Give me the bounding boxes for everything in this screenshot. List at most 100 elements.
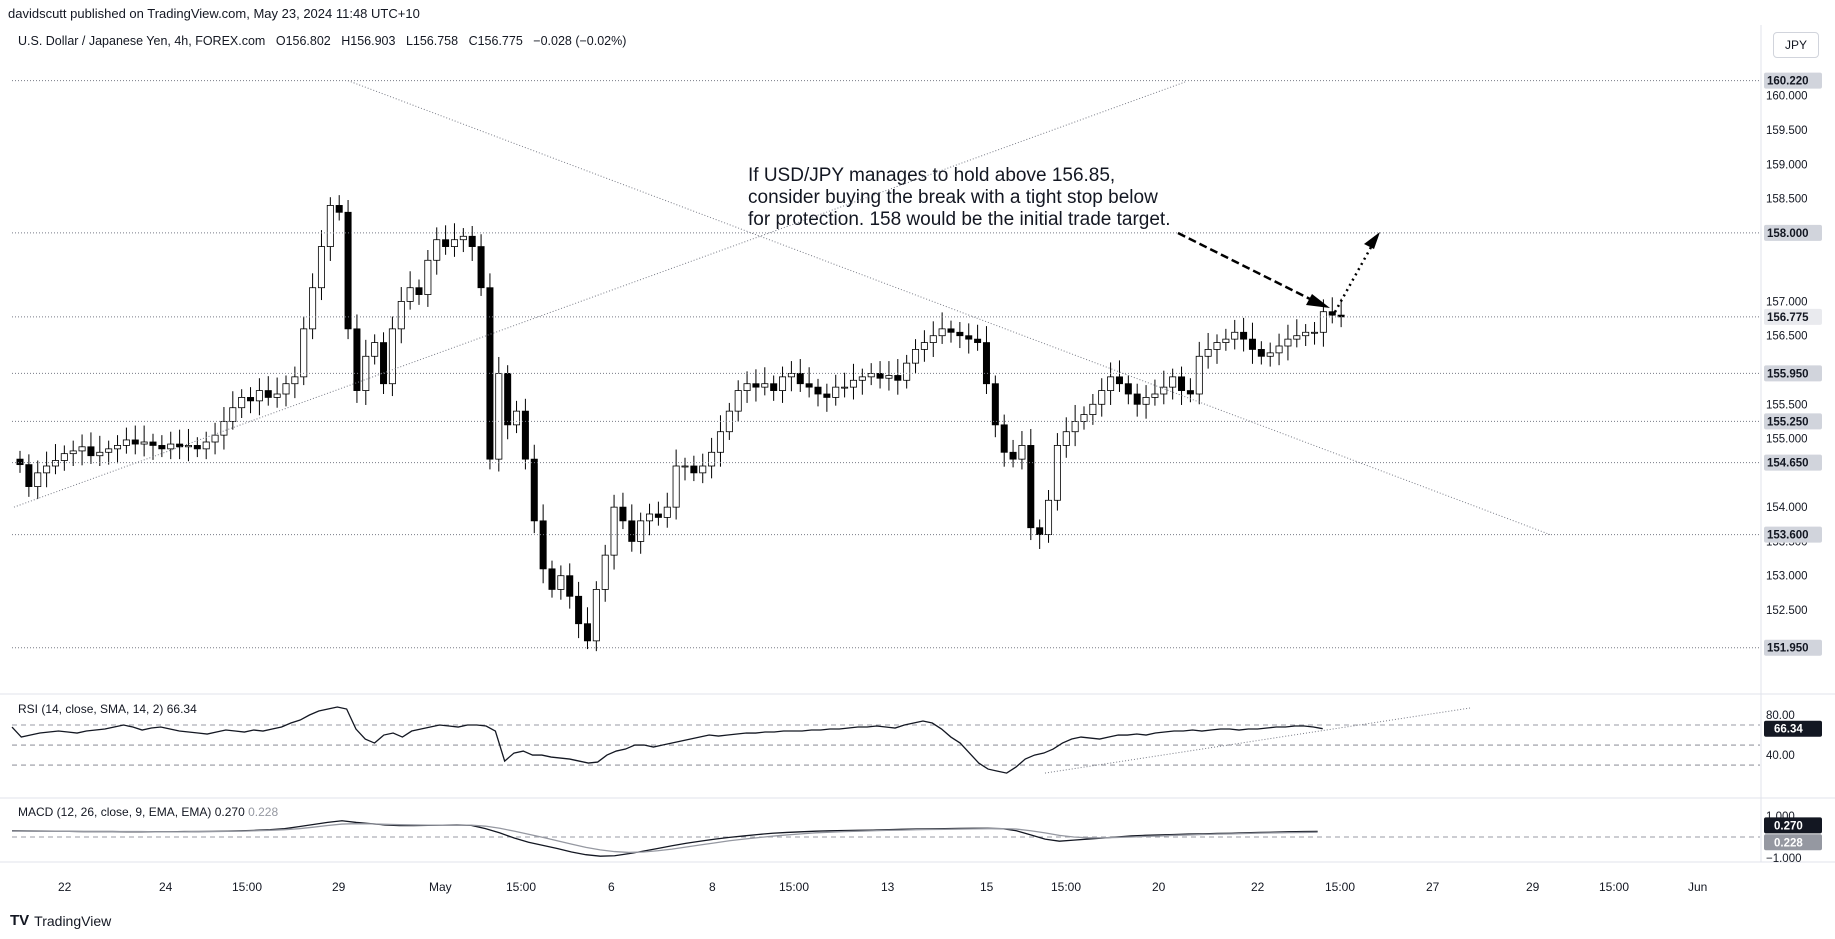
candle-body [867, 373, 875, 378]
candle-body [255, 390, 263, 402]
macd-series-line [12, 823, 1318, 854]
macd-value-badge [1764, 817, 1822, 834]
candle-body [1311, 331, 1319, 334]
publish-info: davidscutt published on TradingView.com,… [8, 6, 420, 21]
candle-body [149, 441, 157, 446]
candle-body [1266, 352, 1274, 357]
candle-body [681, 465, 689, 468]
currency-button[interactable]: JPY [1773, 32, 1819, 58]
candle-body [672, 465, 680, 508]
macd-legend[interactable]: MACD (12, 26, close, 9, EMA, EMA) 0.270 … [18, 805, 278, 819]
symbol-ohlc-line: U.S. Dollar / Japanese Yen, 4h, FOREX.co… [18, 34, 633, 48]
rsi-legend[interactable]: RSI (14, close, SMA, 14, 2) 66.34 [18, 702, 197, 716]
rsi-tick-label: 80.00 [1766, 710, 1795, 722]
candle-body [309, 287, 317, 330]
candle-body [433, 239, 441, 261]
candle-body [1169, 376, 1177, 388]
macd-tick-label: −1.000 [1766, 853, 1802, 865]
candle-body [1195, 355, 1203, 395]
candle-body [1284, 338, 1292, 347]
rsi-line [11, 706, 1323, 774]
symbol-title[interactable]: U.S. Dollar / Japanese Yen, 4h, FOREX.co… [18, 34, 266, 48]
candle-body [122, 439, 130, 446]
price-tick-label: 157.000 [1766, 296, 1808, 308]
time-tick-label: 15:00 [1325, 880, 1355, 894]
candle-body [450, 239, 458, 247]
candle-body [796, 373, 804, 385]
candle-body [530, 458, 538, 522]
open-value: O156.802 [275, 34, 331, 48]
candle-body [1036, 527, 1044, 535]
candle-body [1027, 445, 1035, 529]
candle-body [1151, 393, 1159, 398]
candle-body [353, 328, 361, 391]
macd-title: MACD (12, 26, close, 9, EMA, EMA) [18, 805, 212, 819]
price-level-badge [1764, 413, 1822, 430]
candle-body [442, 239, 450, 247]
price-tick-label: 153.000 [1766, 571, 1808, 583]
candle-body [495, 373, 503, 460]
candle-body [1328, 311, 1336, 316]
candle-body [1009, 451, 1017, 460]
candle-body [202, 441, 210, 450]
price-tick-label: 160.000 [1766, 91, 1808, 103]
candle-body [406, 287, 414, 302]
candle-body [929, 335, 937, 343]
time-tick-label: 15:00 [779, 880, 809, 894]
candle-body [1240, 331, 1248, 340]
candle-body [823, 393, 831, 398]
candle-body [557, 575, 565, 590]
candle-body [87, 446, 95, 457]
time-tick-label: 29 [332, 880, 346, 894]
candle-body [601, 554, 609, 590]
candle-body [539, 520, 547, 570]
rsi-tick-label: 40.00 [1766, 750, 1795, 762]
candle-body [628, 520, 636, 542]
candle-body [699, 465, 707, 474]
candle-body [690, 465, 698, 474]
candle-body [716, 431, 724, 453]
candle-body [140, 441, 148, 445]
time-tick-label: 15:00 [506, 880, 536, 894]
candle-body [1204, 349, 1212, 357]
candle-body [1293, 335, 1301, 340]
candle-body [477, 246, 485, 289]
candle-body [787, 373, 795, 378]
price-level-label: 160.220 [1767, 76, 1809, 88]
tradingview-brand[interactable]: TV TradingView [10, 912, 111, 929]
price-tick-label: 159.000 [1766, 159, 1808, 171]
macd-value: 0.270 [214, 805, 245, 819]
candle-body [415, 287, 423, 295]
candle-body [1089, 403, 1097, 415]
time-tick-label: 27 [1426, 880, 1440, 894]
time-tick-label: 13 [881, 880, 895, 894]
candle-body [1107, 376, 1115, 391]
candle-body [264, 390, 272, 398]
candle-body [814, 386, 822, 395]
candle-body [912, 349, 920, 364]
macd-value-badge [1764, 834, 1822, 851]
candle-body [646, 513, 654, 522]
candle-body [1275, 345, 1283, 354]
candle-body [34, 472, 42, 487]
candle-body [920, 342, 928, 350]
close-value: C156.775 [468, 34, 523, 48]
price-level-badge [1764, 639, 1822, 656]
candle-body [1248, 338, 1256, 350]
candle-body [1098, 390, 1106, 405]
price-level-label: 158.000 [1767, 228, 1809, 240]
candle-body [974, 338, 982, 343]
candle-body [105, 448, 113, 453]
candle-body [291, 376, 299, 385]
price-level-label: 154.650 [1767, 458, 1809, 470]
candle-body [770, 383, 778, 391]
candle-body [247, 397, 255, 402]
price-level-badge [1764, 72, 1822, 89]
candle-body [849, 379, 857, 388]
time-tick-label: 15:00 [1599, 880, 1629, 894]
candle-body [78, 446, 86, 452]
time-tick-label: 8 [709, 880, 716, 894]
candle-body [397, 301, 405, 330]
candle-body [1302, 331, 1310, 337]
